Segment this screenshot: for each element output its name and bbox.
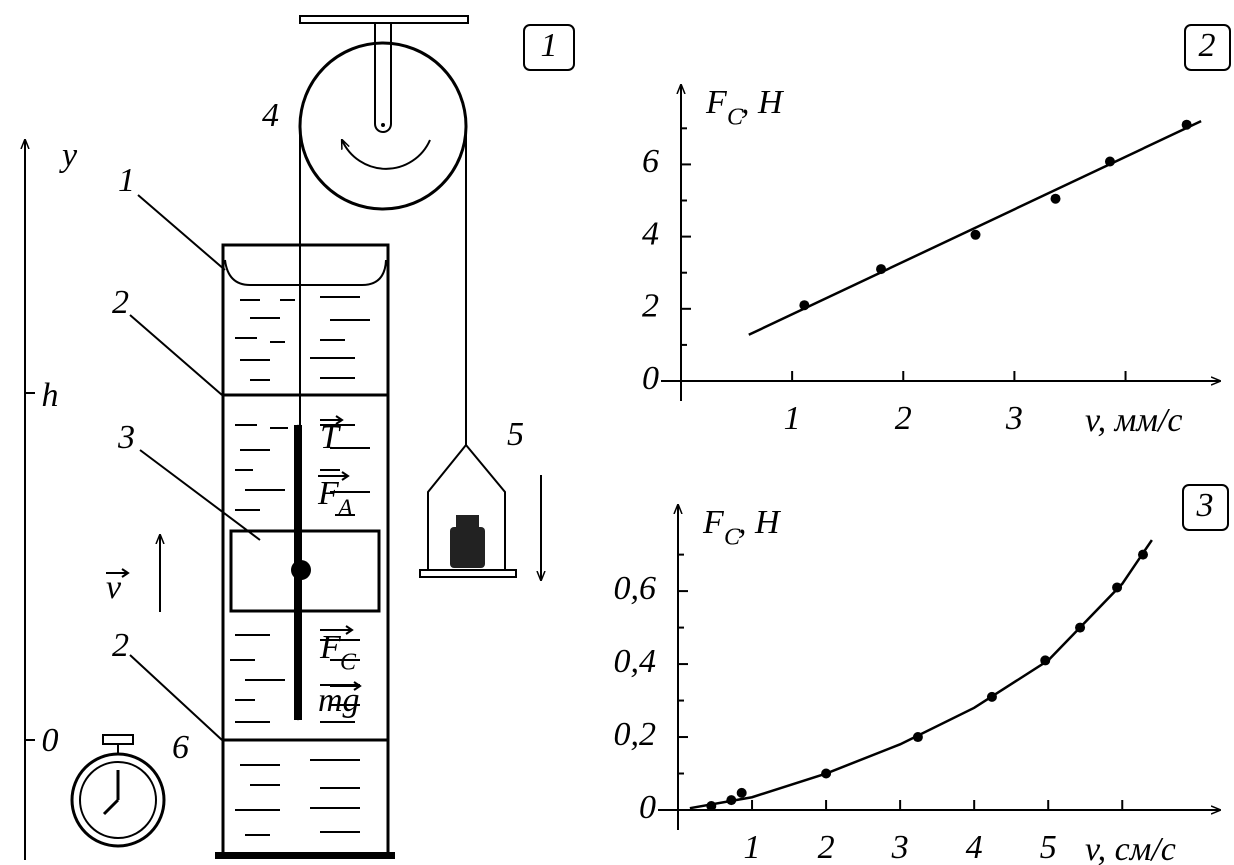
vector-label: C [340,650,357,676]
data-point [726,795,736,805]
data-point [1051,194,1061,204]
vector-label: v [106,569,122,606]
figure: 1 y h 0 1 2 3 2 4 5 6 T F A F C mg v 2FC… [0,0,1234,865]
pulley-mount [375,23,391,132]
x-tick-label: 3 [1005,400,1023,437]
vector-label: A [336,496,353,522]
x-tick-label: 1 [744,829,761,865]
y-tick-label: 0,2 [614,716,657,753]
y-tick-label: 0,6 [614,570,657,607]
y-tick-label: 4 [642,215,659,252]
center [291,560,311,580]
part-label: 5 [507,416,524,453]
data-point [1112,582,1122,592]
pan [420,570,516,577]
apparatus: 1 y h 0 1 2 3 2 4 5 6 T F A F C mg v [25,16,574,860]
data-point [1182,120,1192,130]
data-point [987,692,997,702]
vector-label: F [317,475,340,512]
stopwatch-crown [103,735,133,744]
badge-label: 1 [541,27,558,64]
y-axis-label: , Н [738,504,782,541]
weight-knob [456,515,479,527]
part-label: 3 [117,419,135,456]
weight [450,527,485,568]
part-label: 1 [118,162,135,199]
y-axis-label: , Н [741,84,785,121]
meniscus [225,260,386,285]
level-label: 0 [42,722,59,759]
base [215,852,395,859]
rotation-arrow [342,140,430,169]
part-label: 4 [262,97,279,134]
y-tick-label: 0,4 [614,643,657,680]
badge-label: 3 [1196,487,1214,524]
leader-lines [130,195,260,740]
x-axis-label: v, мм/с [1085,402,1183,439]
vector-label: F [319,629,342,666]
x-tick-label: 2 [818,829,835,865]
data-point [1105,157,1115,167]
data-point [799,300,809,310]
vector-label: mg [318,682,360,719]
data-point [876,264,886,274]
vector-label: T [320,419,341,456]
y-tick-label: 6 [642,143,659,180]
x-tick-label: 4 [966,829,983,865]
data-point [913,732,923,742]
data-point [706,801,716,811]
data-point [971,230,981,240]
y-axis-label: F [705,84,728,121]
axle [381,123,385,127]
x-tick-label: 3 [891,829,909,865]
ceiling [300,16,468,23]
data-point [737,788,747,798]
data-point [821,769,831,779]
x-tick-label: 5 [1040,829,1057,865]
y-tick-label: 0 [642,360,659,397]
data-point [1075,623,1085,633]
data-point [1040,655,1050,665]
x-tick-label: 2 [895,400,912,437]
x-tick-label: 1 [784,400,801,437]
y-tick-label: 2 [642,288,659,325]
fit-curve [690,540,1152,808]
badge-label: 2 [1199,27,1216,64]
level-label: h [42,377,59,414]
part-label: 2 [112,284,129,321]
axis-label: y [59,137,78,174]
data-point [1138,550,1148,560]
x-axis-label: v, см/с [1085,831,1176,865]
y-tick-label: 0 [639,789,656,826]
part-label: 6 [172,729,189,766]
part-label: 2 [112,627,129,664]
fit-curve [749,121,1201,335]
cylinder [223,245,388,855]
stopwatch-hands [104,770,118,814]
y-axis-label: F [702,504,725,541]
